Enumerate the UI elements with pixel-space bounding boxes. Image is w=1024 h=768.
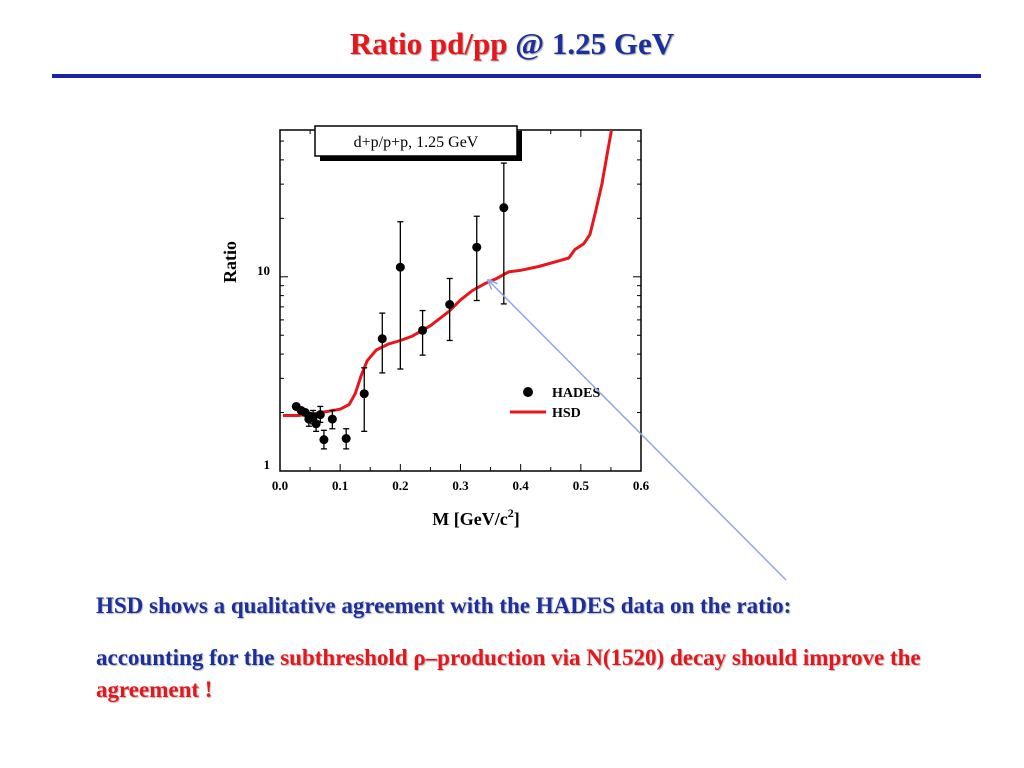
title-energy: @ 1.25 GeV: [515, 26, 675, 61]
conclusion-line-1: HSD shows a qualitative agreement with t…: [96, 593, 792, 618]
hades-point: [311, 419, 321, 429]
conclusion-prefix: accounting for the: [96, 645, 281, 670]
hades-point: [359, 389, 369, 399]
x-axis-label: M [GeV/c2]: [432, 506, 519, 529]
x-tick-label: 0.2: [392, 478, 408, 493]
conclusion-highlight: subthreshold ρ–production via N(1520) de…: [96, 645, 921, 702]
hades-point: [472, 242, 482, 252]
chart-title: d+p/p+p, 1.25 GeV: [354, 134, 479, 151]
hades-point: [319, 435, 329, 445]
y-tick-label: 1: [264, 457, 271, 472]
slide-title: Ratio pd/pp @ 1.25 GeV: [0, 26, 1024, 62]
conclusion-line-2: accounting for the subthreshold ρ–produc…: [96, 642, 976, 706]
hades-point: [327, 414, 337, 424]
x-tick-label: 0.6: [633, 478, 650, 493]
hsd-curve: [283, 129, 613, 417]
hades-point: [315, 410, 325, 420]
pointer-arrow: [488, 280, 787, 581]
title-divider: [52, 74, 981, 78]
x-tick-label: 0.0: [272, 478, 288, 493]
chart-title-box: d+p/p+p, 1.25 GeV: [314, 125, 522, 161]
hades-point: [377, 334, 387, 344]
hades-point: [341, 434, 351, 444]
y-axis-label: Ratio: [220, 241, 240, 283]
x-tick-label: 0.4: [513, 478, 530, 493]
hades-point: [445, 300, 455, 310]
hades-point: [308, 412, 318, 422]
x-tick-label: 0.5: [573, 478, 590, 493]
hades-point: [395, 262, 405, 272]
x-tick-label: 0.1: [332, 478, 348, 493]
legend-hades-marker: [523, 387, 533, 397]
legend-hsd-label: HSD: [552, 406, 581, 421]
y-tick-label: 10: [257, 263, 270, 278]
legend-hades-label: HADES: [552, 386, 600, 401]
x-tick-label: 0.3: [452, 478, 469, 493]
hades-point: [300, 408, 310, 418]
hades-point: [418, 325, 428, 335]
legend: HADES HSD: [510, 386, 600, 421]
title-main: Ratio pd/pp: [349, 26, 508, 61]
hades-point: [499, 203, 509, 213]
